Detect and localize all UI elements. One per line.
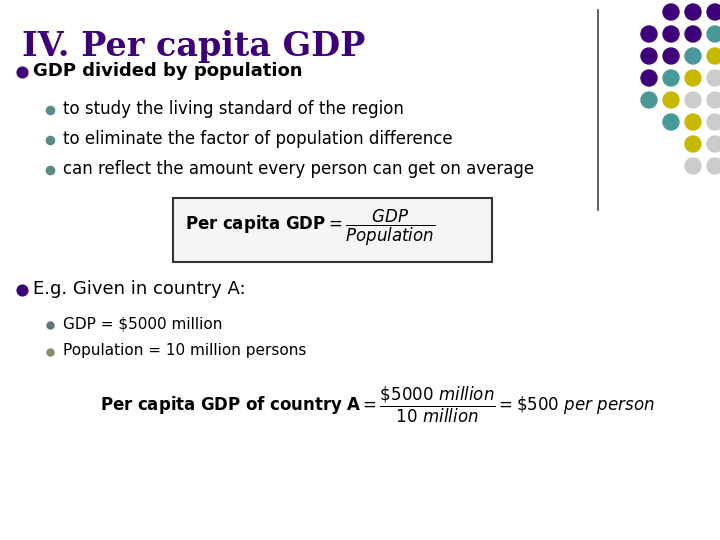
Circle shape <box>707 136 720 152</box>
Circle shape <box>707 48 720 64</box>
Point <box>44 348 55 356</box>
Text: Population = 10 million persons: Population = 10 million persons <box>63 343 307 359</box>
Point <box>44 321 55 329</box>
Circle shape <box>685 158 701 174</box>
Circle shape <box>685 70 701 86</box>
Point <box>17 286 28 294</box>
Text: IV. Per capita GDP: IV. Per capita GDP <box>22 30 365 63</box>
Circle shape <box>707 92 720 108</box>
Text: $\mathbf{Per\ capita\ GDP\ of\ country\ A} = \dfrac{\$5000\ \mathit{million}}{10: $\mathbf{Per\ capita\ GDP\ of\ country\ … <box>100 385 654 425</box>
Text: to eliminate the factor of population difference: to eliminate the factor of population di… <box>63 130 453 148</box>
Text: can reflect the amount every person can get on average: can reflect the amount every person can … <box>63 160 534 178</box>
Circle shape <box>685 114 701 130</box>
Circle shape <box>707 158 720 174</box>
Point <box>17 68 28 76</box>
Text: $\mathbf{Per\ capita\ GDP} = \dfrac{\mathbf{\mathit{GDP}}}{\mathbf{\mathit{Popul: $\mathbf{Per\ capita\ GDP} = \dfrac{\mat… <box>185 208 436 248</box>
Circle shape <box>641 92 657 108</box>
Circle shape <box>641 70 657 86</box>
Circle shape <box>685 92 701 108</box>
Circle shape <box>663 114 679 130</box>
Circle shape <box>707 70 720 86</box>
Circle shape <box>663 48 679 64</box>
Circle shape <box>707 4 720 20</box>
Text: E.g. Given in country A:: E.g. Given in country A: <box>33 280 246 298</box>
Circle shape <box>685 48 701 64</box>
Text: to study the living standard of the region: to study the living standard of the regi… <box>63 100 404 118</box>
Circle shape <box>663 4 679 20</box>
Circle shape <box>685 4 701 20</box>
Circle shape <box>663 70 679 86</box>
Circle shape <box>663 26 679 42</box>
Circle shape <box>641 48 657 64</box>
Circle shape <box>707 26 720 42</box>
Circle shape <box>707 114 720 130</box>
Circle shape <box>663 92 679 108</box>
Point <box>44 166 55 174</box>
Text: GDP divided by population: GDP divided by population <box>33 62 302 80</box>
FancyBboxPatch shape <box>173 198 492 262</box>
Point <box>44 106 55 114</box>
Circle shape <box>641 26 657 42</box>
Point <box>44 136 55 144</box>
Circle shape <box>685 136 701 152</box>
Circle shape <box>685 26 701 42</box>
Text: GDP = $5000 million: GDP = $5000 million <box>63 316 222 332</box>
